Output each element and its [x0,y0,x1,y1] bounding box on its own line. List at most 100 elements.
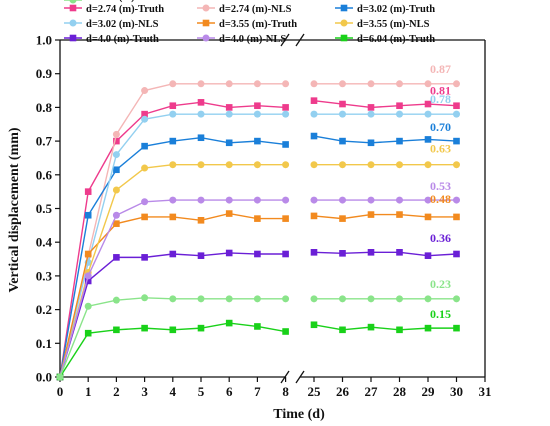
data-point [424,100,432,108]
data-point [453,102,460,110]
data-point [453,324,460,332]
data-point [254,137,261,145]
x-tick-label: 26 [336,384,350,399]
data-point [113,254,120,261]
data-point [424,295,432,303]
legend-label: d=2.74 (m)-NLS [219,4,292,15]
data-point [253,110,261,118]
data-point [424,324,432,332]
y-tick-label: 1.0 [36,33,52,48]
data-point [453,213,460,221]
series-line-left [59,297,286,378]
data-point [225,210,233,217]
data-point [339,215,346,222]
end-value-label: 0.63 [430,142,451,156]
legend-label: d=2.74 (m)-Truth [86,4,164,15]
end-value-label: 0.36 [430,231,451,245]
legend-item: d=3.02 (m)-Truth [335,4,435,15]
data-point [453,110,460,118]
legend-label: d=3.55 (m)-NLS [357,19,430,30]
data-point [84,329,92,337]
x-tick-label: 7 [254,384,261,399]
legend-marker [69,19,77,27]
data-point [396,137,403,145]
data-point [225,80,233,88]
x-tick-label: 3 [141,384,148,399]
data-point [169,137,177,145]
data-point [310,80,318,88]
series-6 [56,249,460,381]
data-point [253,161,261,169]
legend-marker [69,4,77,12]
data-point [282,250,289,258]
legend-item: d=2.74 (m)-Truth [64,4,164,15]
data-point [253,196,261,204]
data-point [141,115,149,123]
data-point [141,213,148,221]
data-point [367,249,375,256]
data-point [225,161,233,169]
data-point [225,319,233,327]
data-point [424,136,432,143]
series-line-right [313,135,457,144]
data-point [141,324,148,332]
x-tick-label: 6 [226,384,233,399]
legend-item: d=3.55 (m)-Truth [197,19,297,30]
axis-break-mark-top-right [295,33,305,47]
data-point [113,326,120,334]
data-point [396,211,403,218]
data-point [169,213,177,221]
data-point [424,213,432,221]
series-line-left [59,212,286,378]
data-point [169,295,177,303]
data-point [396,295,403,303]
series-line-left [59,199,286,378]
data-point [339,100,346,108]
data-point [197,80,205,88]
series-5 [56,161,460,381]
data-point [453,196,460,204]
data-point [197,110,205,118]
data-point [113,166,120,174]
y-tick-label: 0.8 [36,100,53,115]
plot-area [56,80,460,381]
x-tick-label: 27 [365,384,379,399]
data-point [367,104,375,111]
end-value-label: 0.15 [430,307,451,321]
data-point [453,80,460,88]
data-point [339,80,346,88]
end-value-label: 0.78 [430,92,451,106]
series-9 [56,294,460,381]
data-point [141,164,149,172]
data-point [225,104,233,111]
data-point [282,110,290,118]
end-value-label: 0.53 [430,179,451,193]
x-tick-label: 29 [422,384,436,399]
legend-item: d=6.04 (m)-Truth [335,34,435,45]
data-point [367,139,375,147]
data-point [339,196,346,204]
end-value-label: 0.87 [430,62,451,76]
data-point [112,186,120,194]
data-point [396,110,403,118]
x-tick-label: 2 [113,384,120,399]
end-value-labels: 0.81 0.87 0.70 0.78 0.48 0.63 0.36 0.53 0.15 0.23 [430,62,451,321]
data-point [339,137,346,145]
data-point [424,161,432,169]
data-point [367,295,375,303]
data-point [254,215,261,222]
data-point [453,250,460,258]
data-point [396,249,403,256]
data-point [112,296,120,304]
data-point [282,104,289,111]
data-point [84,277,92,285]
data-point [310,196,318,204]
data-point [282,141,289,148]
data-point [141,110,148,118]
x-tick-label: 31 [479,384,492,399]
legend-item: d=3.55 (m)-NLS [335,19,430,30]
legend-label: d=3.55 (m)-Truth [219,19,297,30]
data-point [113,137,120,145]
data-point [225,249,233,257]
series-3 [56,110,460,381]
